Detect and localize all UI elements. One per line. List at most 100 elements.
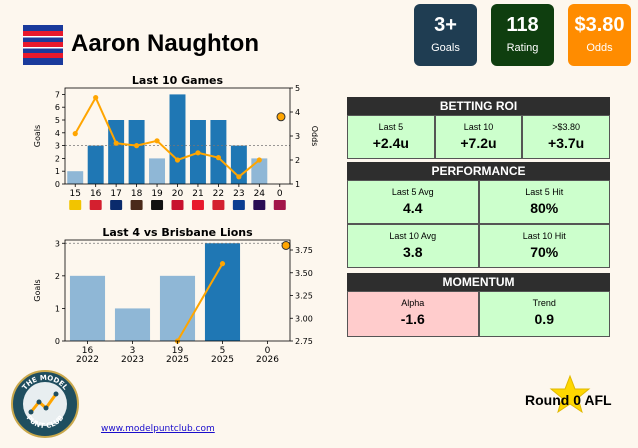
last-10-hit: Last 10 Hit 70% (478, 224, 610, 268)
y2-tick-label: 3.00 (295, 314, 313, 323)
last-5-hit: Last 5 Hit 80% (478, 180, 610, 224)
odds-label: Odds (586, 42, 613, 54)
x-year-label: 2022 (76, 355, 99, 365)
roi-over-odds: >$3.80 +3.7u (522, 115, 610, 159)
y-tick-label: 2 (55, 154, 60, 163)
odds-point-22 (215, 155, 222, 161)
roi-last-10-value: +7.2u (460, 135, 497, 151)
x-tick-label: 23 (233, 189, 244, 199)
round-label: Round 0 AFL (525, 392, 612, 408)
model-punt-club-logo: THE MODEL PUNT CLUB (11, 370, 79, 438)
x-tick-label: 15 (70, 189, 81, 199)
trend-cell: Trend 0.9 (478, 291, 610, 337)
x-tick-label: 3 (130, 346, 136, 356)
x-tick-label: 24 (254, 189, 266, 199)
odds-point-5 (219, 261, 226, 267)
y2-tick-label: 3.75 (295, 246, 313, 255)
trend-value: 0.9 (534, 311, 554, 327)
odds-point-24 (256, 157, 262, 163)
x-tick-label: 22 (213, 189, 224, 199)
bar-16 (69, 275, 106, 341)
rating-value: 118 (506, 14, 539, 36)
y-axis-label: Goals (33, 125, 42, 147)
y2-axis-label: Odds (310, 126, 319, 147)
y-tick-label: 1 (55, 167, 60, 176)
rating-stat-box: 118 Rating (491, 4, 554, 66)
alpha-label: Alpha (401, 298, 425, 308)
bar-22 (210, 120, 227, 184)
y-tick-label: 6 (55, 103, 60, 112)
y-tick-label: 3 (55, 239, 60, 248)
x-tick-label: 21 (192, 189, 203, 199)
last-10-avg: Last 10 Avg 3.8 (347, 224, 479, 268)
odds-point-23 (236, 174, 242, 180)
y2-tick-label: 3 (295, 132, 300, 141)
opponent-logo-gold-coast (191, 200, 204, 210)
odds-line (176, 263, 224, 342)
y2-tick-label: 1 (295, 180, 300, 189)
x-year-label: 2026 (256, 355, 279, 365)
roi-last-10: Last 10 +7.2u (434, 115, 523, 159)
odds-point-16 (93, 95, 99, 101)
opponent-logo-st-kilda (151, 200, 164, 210)
x-tick-label: 18 (131, 189, 143, 199)
last-10-avg-label: Last 10 Avg (389, 231, 437, 241)
y-tick-label: 4 (55, 129, 60, 138)
performance-header: PERFORMANCE (347, 162, 610, 180)
x-tick-label: 5 (220, 346, 226, 356)
y-tick-label: 2 (55, 272, 60, 281)
betting-roi-panel: BETTING ROI Last 5 +2.4u Last 10 +7.2u >… (347, 97, 610, 159)
roi-last-5-value: +2.4u (372, 135, 409, 151)
roi-over-odds-value: +3.7u (548, 135, 585, 151)
x-tick-label: 20 (172, 189, 184, 199)
odds-point-20 (174, 157, 181, 163)
goals-value: 3+ (434, 14, 457, 36)
opponent-logo-brisbane (273, 200, 286, 210)
odds-point-19 (154, 138, 160, 144)
x-tick-label: 0 (265, 346, 271, 356)
odds-value: $3.80 (574, 14, 625, 36)
y2-tick-label: 2 (295, 156, 300, 165)
bar-19 (149, 158, 166, 184)
x-year-label: 2025 (211, 355, 234, 365)
odds-stat-box: $3.80 Odds (568, 4, 631, 66)
x-year-label: 2025 (166, 355, 189, 365)
bar-5 (204, 243, 241, 341)
x-tick-label: 17 (110, 189, 121, 199)
goals-label: Goals (431, 42, 460, 54)
odds-point-21 (195, 150, 201, 156)
y-tick-label: 1 (55, 304, 60, 313)
roi-last-10-label: Last 10 (463, 122, 494, 132)
last-10-hit-label: Last 10 Hit (522, 231, 566, 241)
x-tick-label: 19 (151, 189, 163, 199)
last-10-avg-value: 3.8 (403, 244, 423, 260)
website-link[interactable]: www.modelpuntclub.com (101, 424, 215, 434)
last-5-hit-label: Last 5 Hit (525, 187, 564, 197)
y2-tick-label: 3.50 (295, 269, 313, 278)
last-5-hit-value: 80% (530, 200, 559, 216)
team-flag (23, 25, 63, 65)
chart-title: Last 4 vs Brisbane Lions (102, 226, 253, 239)
bar-15 (67, 171, 84, 184)
x-year-label: 2023 (121, 355, 144, 365)
bar-18 (128, 120, 145, 184)
y2-tick-label: 3.25 (295, 292, 313, 301)
opponent-logo-adelaide (110, 200, 123, 210)
last-5-avg-value: 4.4 (403, 200, 423, 216)
player-name: Aaron Naughton (71, 30, 259, 57)
x-tick-label: 19 (172, 346, 184, 356)
rating-label: Rating (506, 42, 539, 54)
next-odds-marker (281, 240, 291, 250)
last-5-avg-label: Last 5 Avg (391, 187, 434, 197)
opponent-logo-fremantle (253, 200, 266, 210)
alpha-cell: Alpha -1.6 (347, 291, 479, 337)
y-tick-label: 3 (55, 142, 60, 151)
bar-19 (159, 275, 196, 341)
bar-3 (114, 308, 151, 341)
roi-over-odds-label: >$3.80 (552, 122, 581, 132)
y-tick-label: 0 (55, 337, 60, 346)
opponent-logo-sydney (212, 200, 225, 210)
x-tick-label: 16 (82, 346, 94, 356)
momentum-header: MOMENTUM (347, 273, 610, 291)
y-axis-label: Goals (33, 279, 42, 301)
